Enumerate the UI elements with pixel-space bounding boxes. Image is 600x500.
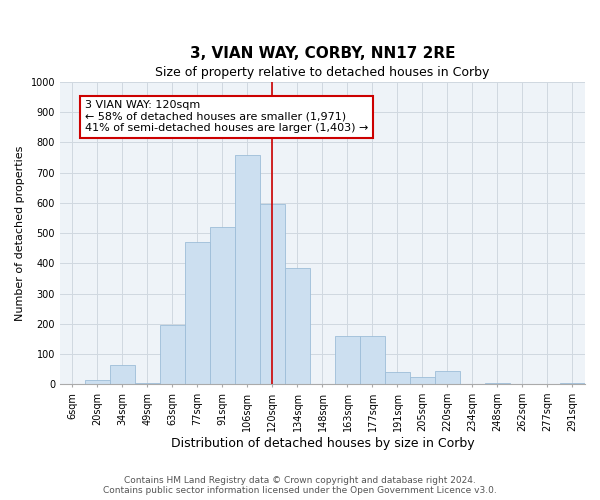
Bar xyxy=(85,380,110,384)
Bar xyxy=(135,383,160,384)
Bar xyxy=(335,336,360,384)
Bar xyxy=(385,372,410,384)
Text: 3 VIAN WAY: 120sqm
← 58% of detached houses are smaller (1,971)
41% of semi-deta: 3 VIAN WAY: 120sqm ← 58% of detached hou… xyxy=(85,100,368,134)
Bar xyxy=(410,376,435,384)
Text: Contains HM Land Registry data © Crown copyright and database right 2024.
Contai: Contains HM Land Registry data © Crown c… xyxy=(103,476,497,495)
Bar xyxy=(360,336,385,384)
Bar xyxy=(435,370,460,384)
Bar xyxy=(185,242,210,384)
Bar xyxy=(285,268,310,384)
Bar xyxy=(210,227,235,384)
Bar xyxy=(160,326,185,384)
Bar xyxy=(560,383,585,384)
Text: Size of property relative to detached houses in Corby: Size of property relative to detached ho… xyxy=(155,66,490,79)
Bar xyxy=(235,154,260,384)
X-axis label: Distribution of detached houses by size in Corby: Distribution of detached houses by size … xyxy=(170,437,474,450)
Bar xyxy=(485,383,510,384)
Bar xyxy=(260,204,285,384)
Bar xyxy=(110,364,135,384)
Text: 3, VIAN WAY, CORBY, NN17 2RE: 3, VIAN WAY, CORBY, NN17 2RE xyxy=(190,46,455,61)
Y-axis label: Number of detached properties: Number of detached properties xyxy=(15,146,25,321)
